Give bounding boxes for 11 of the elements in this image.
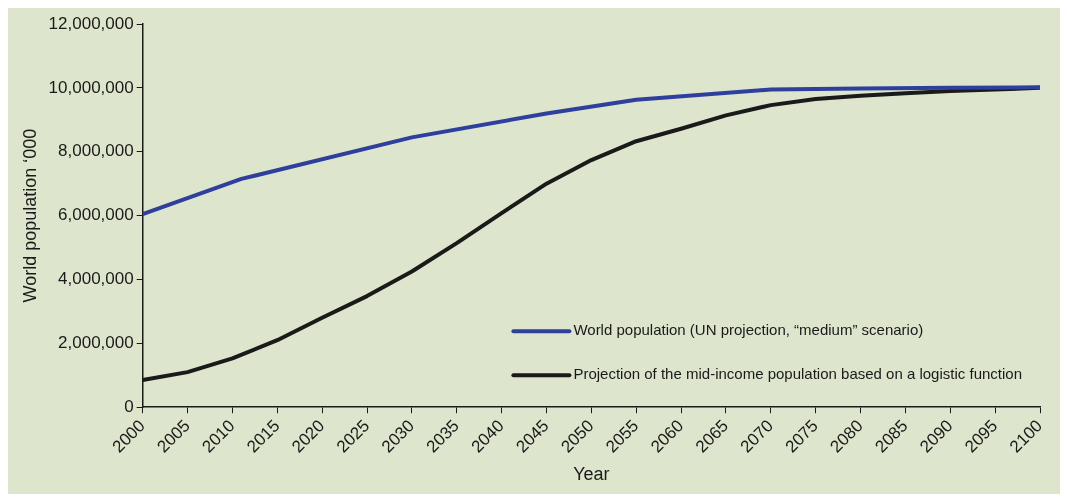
y-tick-label: 10,000,000 [48,77,134,97]
legend-label: Projection of the mid-income population based on a logistic function [573,365,1023,383]
x-axis-title: Year [573,464,610,485]
y-tick-label: 0 [124,396,134,416]
y-tick-label: 2,000,000 [58,333,134,353]
y-axis-title: World population ‘000 [19,128,40,303]
y-tick-label: 8,000,000 [58,141,134,161]
y-tick-label: 12,000,000 [48,13,134,33]
y-tick-label: 6,000,000 [58,205,134,225]
legend-label: World population (UN projection, “medium” scenario) [573,321,924,339]
y-tick-label: 4,000,000 [58,269,134,289]
